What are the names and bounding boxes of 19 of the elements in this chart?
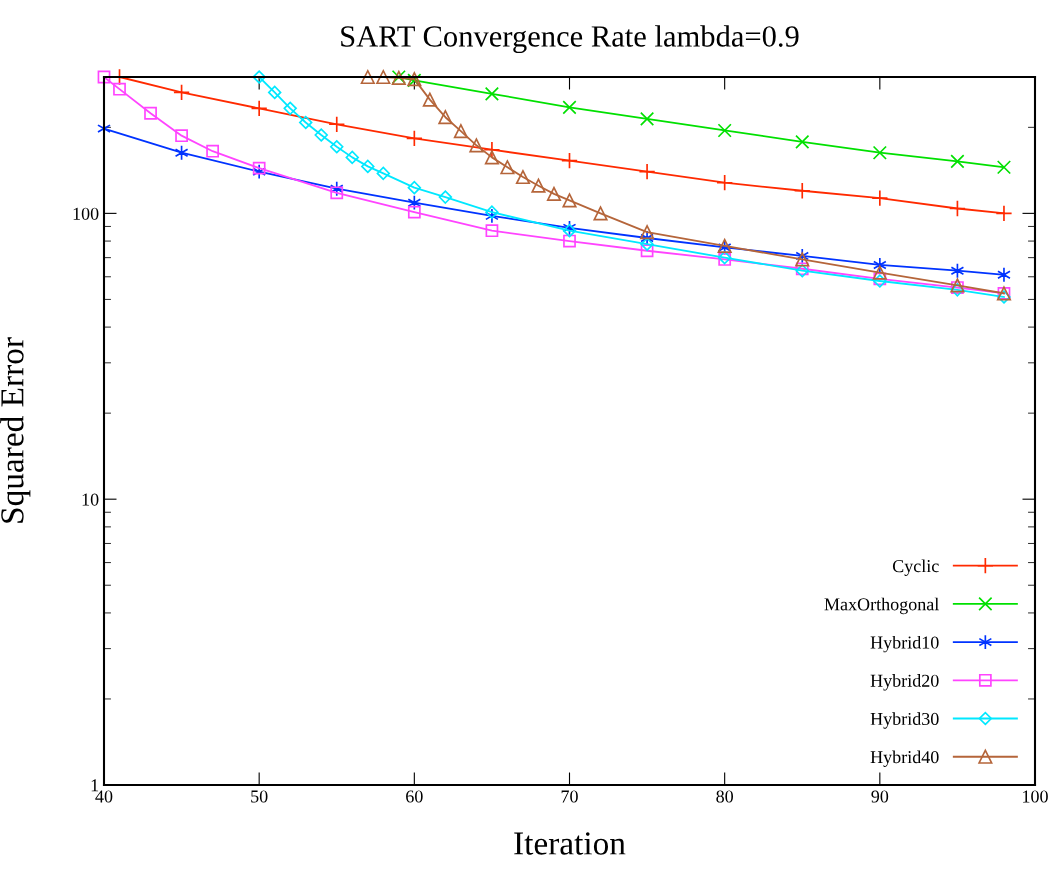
legend-label: Hybrid20 (870, 674, 939, 691)
y-axis-title: Squared Error (0, 337, 31, 523)
x-tick-label: 60 (406, 790, 423, 803)
legend-label: Hybrid40 (870, 750, 939, 767)
x-tick-label: 40 (95, 790, 113, 803)
legend-label: Hybrid30 (870, 712, 939, 729)
legend-label: Hybrid10 (870, 635, 939, 653)
y-tick-label: 100 (73, 207, 99, 220)
chart-title: SART Convergence Rate lambda=0.9 (341, 25, 799, 54)
legend-label: MaxOrthogonal (824, 597, 939, 615)
y-tick-label: 10 (82, 493, 99, 506)
x-tick-label: 70 (561, 790, 578, 803)
x-tick-label: 50 (251, 790, 268, 803)
x-tick-label: 100 (1023, 790, 1048, 803)
legend-label: Cyclic (892, 559, 939, 576)
x-axis-title: Iteration (514, 832, 626, 855)
x-tick-label: 90 (871, 790, 889, 803)
x-tick-label: 80 (716, 790, 734, 803)
y-tick-label: 1 (91, 779, 99, 792)
